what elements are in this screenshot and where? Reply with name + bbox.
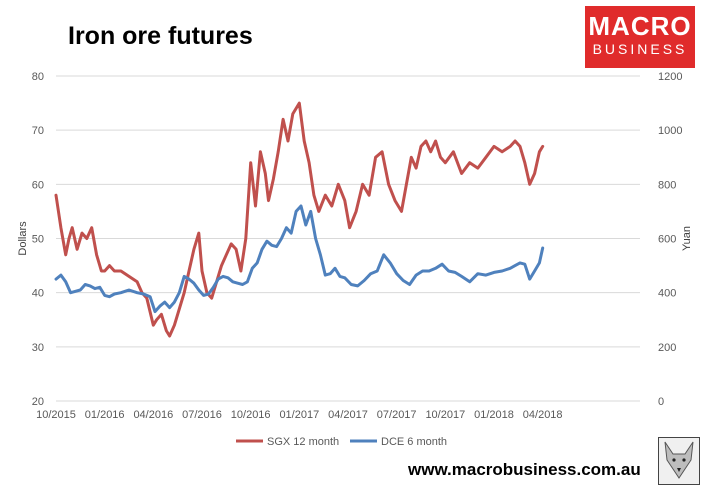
x-tick-label: 01/2017 (279, 409, 319, 421)
x-tick-label: 04/2017 (328, 409, 368, 421)
y-tick-label: 60 (32, 179, 44, 191)
x-tick-label: 10/2017 (425, 409, 465, 421)
y-axis-label: Dollars (17, 221, 29, 256)
y-tick-label: 80 (32, 71, 44, 83)
y-tick-label: 40 (32, 288, 44, 300)
x-tick-label: 10/2015 (36, 409, 76, 421)
y2-tick-label: 200 (658, 342, 676, 354)
y2-tick-label: 0 (658, 396, 664, 408)
x-tick-label: 07/2017 (377, 409, 417, 421)
x-tick-label: 04/2016 (133, 409, 173, 421)
x-tick-label: 07/2016 (182, 409, 222, 421)
y-tick-label: 70 (32, 125, 44, 137)
website-url: www.macrobusiness.com.au (408, 460, 641, 479)
x-tick-label: 01/2016 (85, 409, 125, 421)
series-line-dce-6-month (54, 204, 545, 314)
logo-line-1: MACRO (588, 11, 692, 41)
chart-title: Iron ore futures (68, 22, 253, 50)
legend-label: DCE 6 month (381, 436, 447, 448)
wolf-logo-icon (658, 437, 700, 485)
y2-axis-label: Yuan (681, 226, 693, 251)
y2-tick-label: 1200 (658, 71, 682, 83)
x-tick-label: 10/2016 (231, 409, 271, 421)
y2-tick-label: 800 (658, 179, 676, 191)
y2-tick-label: 600 (658, 234, 676, 246)
series-line-sgx-12-month (54, 101, 545, 338)
y-tick-label: 20 (32, 396, 44, 408)
y-tick-label: 50 (32, 234, 44, 246)
y-tick-label: 30 (32, 342, 44, 354)
y2-tick-label: 1000 (658, 125, 682, 137)
y2-tick-label: 400 (658, 288, 676, 300)
x-tick-label: 01/2018 (474, 409, 514, 421)
macrobusiness-logo: MACRO BUSINESS (585, 6, 695, 68)
x-tick-label: 04/2018 (523, 409, 563, 421)
logo-line-2: BUSINESS (592, 41, 688, 57)
legend-label: SGX 12 month (267, 436, 339, 448)
